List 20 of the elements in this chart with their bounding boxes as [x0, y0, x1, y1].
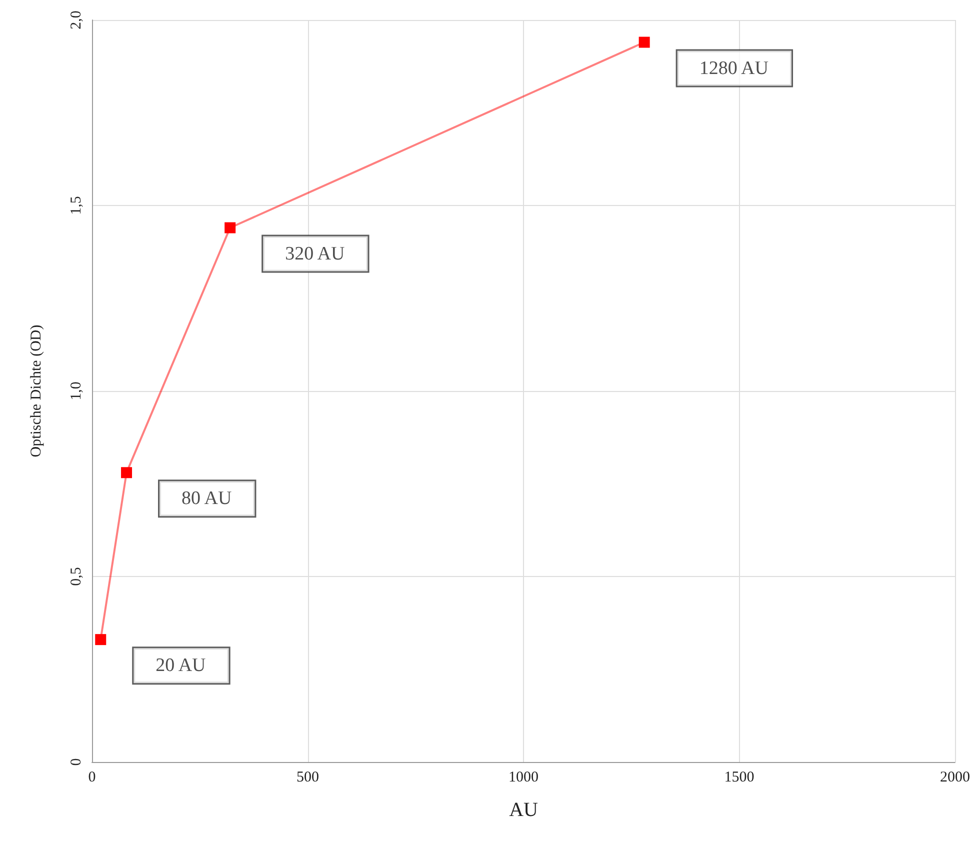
- annotation: 320 AU: [285, 243, 346, 264]
- x-tick-label: 1500: [724, 770, 754, 786]
- y-axis-title: Optische Dichte (OD): [28, 324, 44, 458]
- point: [638, 36, 650, 48]
- point: [224, 222, 236, 234]
- annotation: 1280 AU: [699, 58, 769, 79]
- y-tick-label: 0: [68, 758, 84, 766]
- y-tick-label: 1,5: [68, 196, 84, 215]
- annotation: 80 AU: [182, 488, 232, 510]
- annotation: 20 AU: [156, 655, 206, 676]
- point: [121, 467, 132, 478]
- x-tick-label: 0: [88, 770, 96, 786]
- point: [95, 634, 106, 646]
- y-tick-label: 1,0: [68, 382, 84, 400]
- x-axis-title: AU: [509, 799, 538, 821]
- y-tick-label: 0,5: [68, 567, 84, 586]
- y-tick-label: 2,0: [68, 10, 84, 30]
- x-tick-label: 1000: [508, 770, 538, 786]
- x-tick-label: 500: [296, 770, 319, 786]
- x-tick-label: 2000: [940, 770, 970, 786]
